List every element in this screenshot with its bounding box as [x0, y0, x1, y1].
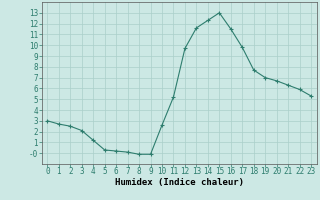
X-axis label: Humidex (Indice chaleur): Humidex (Indice chaleur): [115, 178, 244, 187]
